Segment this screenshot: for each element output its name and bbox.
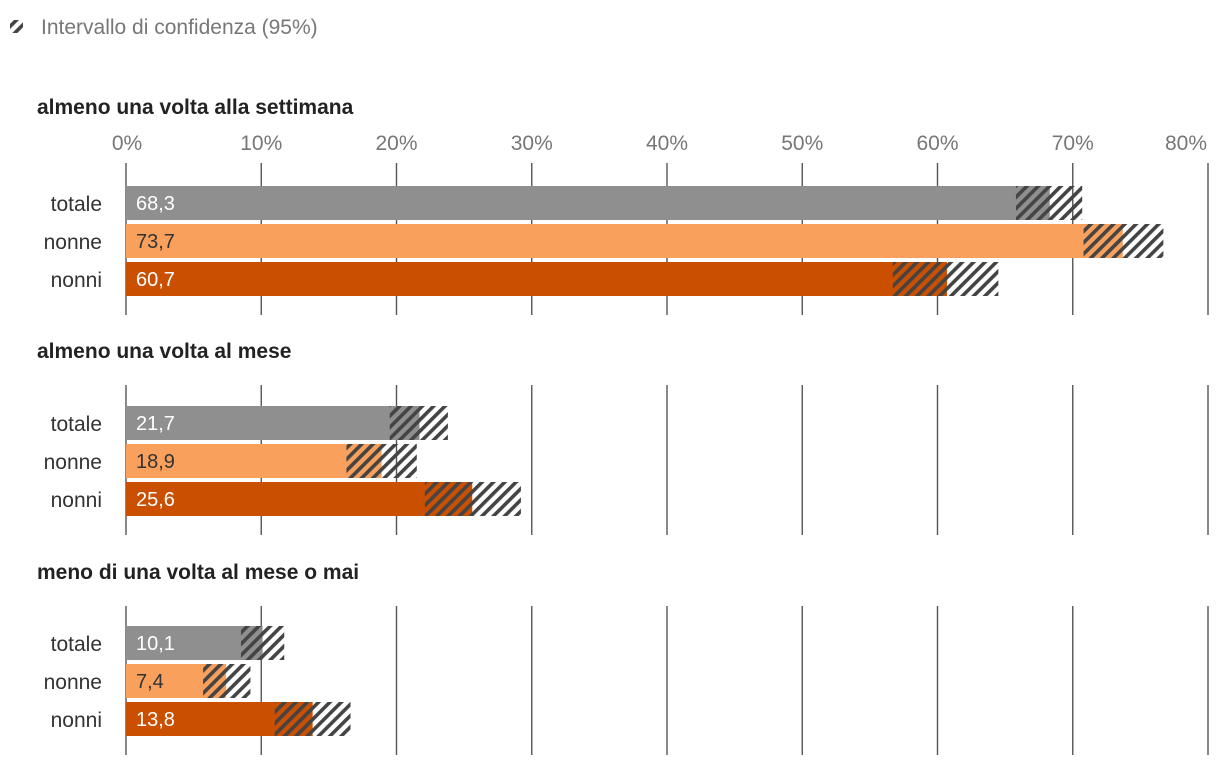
bar-nonni bbox=[126, 262, 947, 296]
confidence-interval bbox=[1083, 224, 1164, 258]
value-label: 60,7 bbox=[136, 269, 175, 291]
value-label: 7,4 bbox=[136, 671, 164, 693]
tick-label: 50% bbox=[781, 132, 823, 155]
panel-1: almeno una volta alla settimana 0% 10% 20% 3… bbox=[37, 96, 1209, 315]
bar-totale bbox=[126, 626, 263, 660]
confidence-interval bbox=[1015, 186, 1083, 220]
category-label: nonne bbox=[44, 451, 102, 474]
category-label: nonne bbox=[44, 671, 102, 694]
hatch-icon bbox=[10, 20, 23, 33]
bar-nonni bbox=[126, 482, 473, 516]
tick-label: 0% bbox=[112, 132, 142, 155]
category-label: nonni bbox=[51, 269, 102, 292]
category-label: totale bbox=[51, 413, 102, 436]
panel-title: almeno una volta al mese bbox=[37, 340, 291, 363]
value-label: 21,7 bbox=[136, 413, 175, 435]
confidence-interval bbox=[346, 444, 417, 478]
category-label: nonne bbox=[44, 231, 102, 254]
bar-nonne bbox=[126, 444, 382, 478]
panel-title: almeno una volta alla settimana bbox=[37, 96, 354, 119]
value-label: 25,6 bbox=[136, 489, 175, 511]
panel-title: meno di una volta al mese o mai bbox=[37, 561, 359, 584]
legend: Intervallo di confidenza (95%) bbox=[10, 16, 318, 39]
value-label: 73,7 bbox=[136, 231, 175, 253]
confidence-interval bbox=[203, 664, 251, 698]
tick-label: 60% bbox=[916, 132, 958, 155]
tick-label: 80% bbox=[1165, 132, 1207, 155]
tick-label: 40% bbox=[646, 132, 688, 155]
confidence-interval bbox=[892, 262, 999, 296]
value-label: 10,1 bbox=[136, 633, 175, 655]
category-label: nonni bbox=[51, 709, 102, 732]
bar-totale bbox=[126, 186, 1050, 220]
value-label: 18,9 bbox=[136, 451, 175, 473]
value-label: 13,8 bbox=[136, 709, 175, 731]
confidence-interval bbox=[389, 406, 448, 440]
category-label: totale bbox=[51, 193, 102, 216]
legend-label: Intervallo di confidenza (95%) bbox=[41, 16, 318, 39]
tick-label: 70% bbox=[1052, 132, 1094, 155]
panel-2: almeno una volta al mese totale 21,7 nonne 1… bbox=[37, 340, 1209, 535]
tick-label: 10% bbox=[240, 132, 282, 155]
tick-label: 20% bbox=[375, 132, 417, 155]
value-label: 68,3 bbox=[136, 193, 175, 215]
tick-label: 30% bbox=[511, 132, 553, 155]
category-label: nonni bbox=[51, 489, 102, 512]
category-label: totale bbox=[51, 633, 102, 656]
confidence-interval bbox=[274, 702, 351, 736]
bar-totale bbox=[126, 406, 420, 440]
panel-3: meno di una volta al mese o mai totale 10,… bbox=[37, 561, 1209, 755]
confidence-interval bbox=[424, 482, 521, 516]
confidence-interval bbox=[240, 626, 285, 660]
bar-nonne bbox=[126, 224, 1123, 258]
